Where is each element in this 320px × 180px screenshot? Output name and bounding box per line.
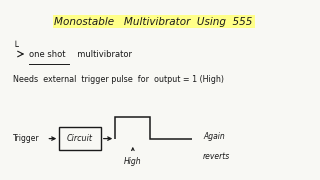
Text: Monostable   Multivibrator  Using  555: Monostable Multivibrator Using 555 xyxy=(54,17,253,27)
Text: multivibrator: multivibrator xyxy=(72,50,132,59)
FancyBboxPatch shape xyxy=(59,127,101,150)
Text: High: High xyxy=(124,158,142,166)
Text: one shot: one shot xyxy=(29,50,65,59)
Text: └: └ xyxy=(13,42,19,52)
Text: Circuit: Circuit xyxy=(67,134,93,143)
Text: Trigger: Trigger xyxy=(13,134,39,143)
Text: reverts: reverts xyxy=(203,152,230,161)
Text: Needs  external  trigger pulse  for  output = 1 (High): Needs external trigger pulse for output … xyxy=(13,75,224,84)
Text: Again: Again xyxy=(203,132,225,141)
